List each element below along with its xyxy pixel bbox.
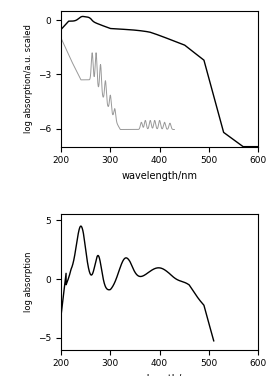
Y-axis label: log absorption/a.u. scaled: log absorption/a.u. scaled — [24, 24, 33, 133]
X-axis label: wavelength/nm: wavelength/nm — [122, 374, 198, 376]
X-axis label: wavelength/nm: wavelength/nm — [122, 171, 198, 181]
Y-axis label: log absorption: log absorption — [24, 252, 33, 312]
